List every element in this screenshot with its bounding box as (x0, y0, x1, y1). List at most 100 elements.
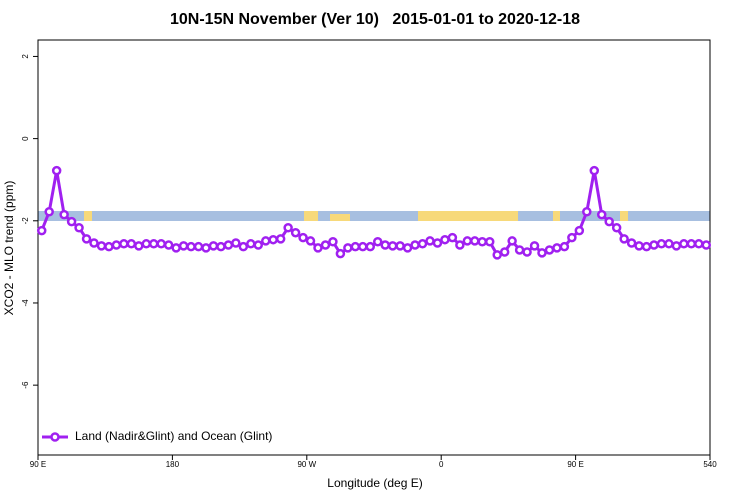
land-patch (620, 211, 628, 221)
data-point (178, 241, 189, 251)
data-point (313, 243, 323, 253)
data-point (134, 241, 144, 251)
data-point (365, 241, 376, 252)
y-tick-label: 0 (21, 136, 30, 141)
data-point (36, 225, 47, 236)
data-point (484, 236, 495, 247)
data-point (611, 223, 622, 233)
y-tick-label: -6 (21, 381, 30, 389)
data-point (671, 241, 682, 251)
data-point (440, 234, 450, 245)
data-point (619, 234, 629, 244)
x-axis-label: Longitude (deg E) (327, 476, 422, 490)
data-point (492, 250, 502, 260)
x-tick-label: 90 E (30, 460, 46, 469)
x-tick-label: 90 W (297, 460, 316, 469)
x-tick-label: 90 E (567, 460, 583, 469)
data-point (626, 238, 637, 248)
data-point (193, 241, 204, 252)
data-point (387, 241, 398, 251)
data-point (537, 248, 547, 258)
data-point (275, 234, 286, 244)
data-point (589, 165, 600, 176)
data-point (59, 209, 69, 220)
data-point (507, 236, 517, 246)
data-point (372, 236, 383, 247)
data-point (679, 239, 689, 249)
data-point (380, 240, 390, 250)
data-point (320, 240, 331, 250)
data-point (686, 239, 697, 249)
legend-marker (50, 432, 60, 442)
data-point (96, 241, 107, 251)
data-point (499, 247, 510, 257)
data-point (253, 240, 264, 250)
data-point (641, 241, 652, 252)
land-patch (330, 214, 350, 221)
data-point (350, 241, 361, 252)
data-point (604, 216, 614, 227)
data-point (402, 243, 413, 253)
data-point (66, 216, 77, 227)
data-point (260, 236, 271, 246)
data-point (656, 239, 667, 249)
data-point (544, 245, 555, 255)
data-point (148, 239, 159, 249)
land-patch (304, 211, 318, 221)
data-point (44, 207, 54, 217)
data-point (462, 236, 473, 246)
data-point (417, 239, 428, 249)
data-point (111, 240, 122, 250)
y-axis-label: XCO2 - MLO trend (ppm) (2, 181, 16, 316)
data-point (186, 241, 196, 252)
data-point (283, 223, 293, 233)
data-point (141, 239, 152, 249)
data-point (74, 223, 84, 233)
data-point (425, 236, 435, 246)
data-point (104, 241, 114, 252)
data-point (81, 234, 92, 244)
land-patch (418, 211, 518, 221)
data-point (559, 241, 570, 252)
y-tick-label: -4 (21, 299, 30, 307)
data-point (694, 239, 704, 249)
data-point (649, 240, 659, 250)
data-point (171, 243, 181, 253)
data-point (634, 241, 644, 251)
ocean-band (38, 211, 710, 221)
data-point (514, 245, 525, 255)
data-point (529, 241, 540, 251)
data-point (335, 248, 346, 259)
data-point (208, 241, 219, 251)
data-point (126, 239, 137, 249)
chart-title: 10N-15N November (Ver 10) 2015-01-01 to … (170, 11, 580, 28)
data-point (447, 232, 458, 243)
data-point (664, 239, 674, 249)
legend-label: Land (Nadir&Glint) and Ocean (Glint) (75, 429, 272, 443)
x-tick-label: 0 (439, 460, 444, 469)
y-tick-label: 2 (21, 54, 30, 59)
data-point (477, 236, 488, 247)
data-point (395, 241, 405, 251)
data-point (596, 209, 607, 220)
data-point (358, 241, 368, 252)
data-point (290, 227, 301, 238)
data-point (156, 239, 166, 249)
data-point (522, 247, 532, 257)
data-point (305, 236, 316, 246)
x-tick-label: 540 (703, 460, 717, 469)
data-point (470, 236, 480, 246)
data-point (567, 232, 577, 243)
data-point (163, 240, 174, 250)
data-point (343, 243, 353, 253)
data-point (432, 238, 443, 248)
data-point (574, 225, 585, 236)
data-point (119, 239, 129, 249)
land-patch (553, 211, 560, 221)
data-point (246, 239, 256, 249)
data-point (298, 232, 308, 243)
data-point (216, 241, 226, 252)
data-point (268, 234, 278, 245)
data-point (238, 241, 249, 252)
